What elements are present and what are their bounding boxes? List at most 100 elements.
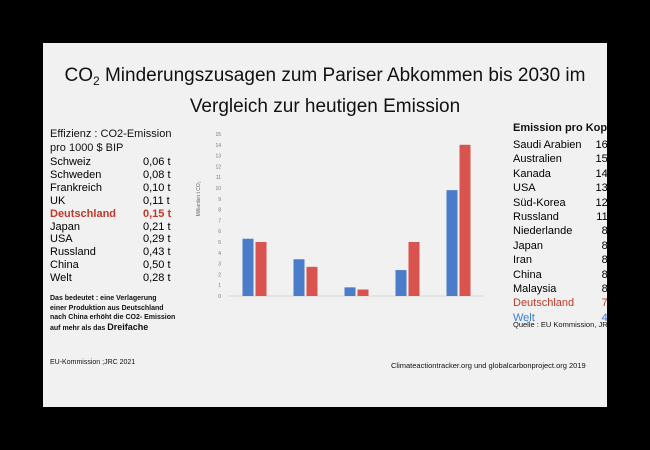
per-capita-row: Niederlande 8,4 t xyxy=(513,224,607,238)
note-line4: auf mehr als das xyxy=(50,324,108,332)
per-capita-row: Malaysia 8,0 t xyxy=(513,282,607,296)
per-capita-country: Saudi Arabien xyxy=(513,139,582,151)
y-tick-label: 1 xyxy=(218,283,221,289)
per-capita-row: Iran 8,3 t xyxy=(513,253,607,267)
efficiency-value: 0,43 t xyxy=(143,246,171,259)
title-co: CO xyxy=(64,65,94,86)
note-line2: einer Produktion aus Deutschland xyxy=(50,304,164,312)
efficiency-value: 0,08 t xyxy=(143,168,171,181)
title-line1-rest: Minderungszusagen zum Pariser Abkommen b… xyxy=(99,65,586,86)
per-capita-row: Australien 15,2 t xyxy=(513,152,607,166)
efficiency-value: 0,15 t xyxy=(143,207,172,220)
efficiency-row: Frankreich 0,10 t xyxy=(50,182,190,195)
efficiency-row: Japan 0,21 t xyxy=(50,221,190,234)
bar-2017-usa xyxy=(242,238,254,296)
efficiency-row: Deutschland 0,15 t xyxy=(50,208,190,221)
note-line3: nach China erhöht die CO2- Emission xyxy=(50,314,176,321)
efficiency-country: Welt xyxy=(50,272,72,285)
bar-2017-china xyxy=(446,190,458,296)
efficiency-country: Russland xyxy=(50,246,96,259)
per-capita-country: Russland xyxy=(513,211,559,223)
bar-2017-europa xyxy=(293,259,305,296)
efficiency-row: Russland 0,43 t xyxy=(50,246,190,259)
note-line1: Das bedeutet : eine Verlagerung xyxy=(50,295,157,302)
slide: CO2 Minderungszusagen zum Pariser Abkomm… xyxy=(43,43,607,407)
efficiency-country: UK xyxy=(50,194,66,207)
slide-title: CO2 Minderungszusagen zum Pariser Abkomm… xyxy=(43,63,607,119)
per-capita-value: 12,1 t xyxy=(595,196,607,209)
y-axis-label: Milliarden t CO₂ xyxy=(196,181,202,216)
per-capita-row: Japan 8,4 t xyxy=(513,239,607,253)
left-source: EU-Kommission ;JRC 2021 xyxy=(50,359,136,366)
y-tick-label: 13 xyxy=(215,154,221,160)
y-tick-label: 7 xyxy=(218,218,221,224)
efficiency-value: 0,28 t xyxy=(143,272,171,285)
title-subscript: 2 xyxy=(93,74,100,88)
per-capita-country: Australien xyxy=(513,153,562,166)
per-capita-row: USA 13,7 t xyxy=(513,181,607,195)
per-capita-value: 8,3 t xyxy=(601,254,607,267)
efficiency-country: Deutschland xyxy=(50,207,117,220)
efficiency-value: 0,06 t xyxy=(143,156,171,168)
efficiency-heading-line2: pro 1000 $ BIP xyxy=(50,142,124,154)
per-capita-value: 8,4 t xyxy=(601,225,607,238)
bar-2030-deutschland xyxy=(357,289,369,296)
y-tick-label: 3 xyxy=(218,262,221,268)
efficiency-row: Schweden 0,08 t xyxy=(50,169,190,182)
y-tick-label: 8 xyxy=(218,208,221,214)
bar-2017-indien xyxy=(395,270,407,296)
efficiency-value: 0,10 t xyxy=(143,181,171,194)
per-capita-row: Saudi Arabien 16,9 t xyxy=(513,138,607,152)
per-capita-country: Niederlande xyxy=(513,225,573,238)
efficiency-heading: Effizienz : CO2-Emission pro 1000 $ BIP xyxy=(50,127,171,155)
per-capita-country: China xyxy=(513,268,542,281)
per-capita-row: Welt 4,6 t xyxy=(513,311,607,325)
efficiency-country: China xyxy=(50,259,79,272)
emissions-bar-chart: Milliarden t CO₂0123456789101112131415US… xyxy=(196,132,484,300)
per-capita-country: Deutschland xyxy=(513,297,575,310)
bar-2030-usa xyxy=(255,242,267,296)
efficiency-country: USA xyxy=(50,233,73,246)
efficiency-value: 0,29 t xyxy=(143,233,171,246)
per-capita-row: China 8,2 t xyxy=(513,268,607,282)
per-capita-value: 8,2 t xyxy=(601,268,607,281)
per-capita-value: 4,6 t xyxy=(601,311,607,324)
per-capita-country: Japan xyxy=(513,239,543,252)
per-capita-value: 7,7 t xyxy=(601,297,607,310)
title-line2: Vergleich zur heutigen Emission xyxy=(189,96,461,117)
y-tick-label: 10 xyxy=(215,186,221,192)
efficiency-value: 0,50 t xyxy=(143,259,171,272)
per-capita-row: Deutschland 7,7 t xyxy=(513,296,607,310)
per-capita-row: Russland 11,6 t xyxy=(513,210,607,224)
per-capita-value: 13,7 t xyxy=(595,182,607,195)
y-tick-label: 5 xyxy=(218,240,221,246)
y-tick-label: 14 xyxy=(215,143,221,149)
efficiency-country: Japan xyxy=(50,220,80,233)
per-capita-value: 8,4 t xyxy=(601,239,607,252)
note-emphasis: Dreifache xyxy=(107,321,149,332)
y-tick-label: 2 xyxy=(218,272,221,278)
bar-2030-indien xyxy=(408,242,420,296)
per-capita-country: USA xyxy=(513,182,536,195)
efficiency-value: 0,11 t xyxy=(143,194,170,207)
efficiency-note: Das bedeutet : eine Verlagerung einer Pr… xyxy=(50,294,175,333)
y-tick-label: 9 xyxy=(218,197,221,203)
per-capita-value: 11,6 t xyxy=(596,211,607,223)
efficiency-country: Frankreich xyxy=(50,181,102,194)
bar-2030-europa xyxy=(306,266,318,296)
per-capita-country: Iran xyxy=(513,254,532,267)
efficiency-row: Schweiz 0,06 t xyxy=(50,156,190,169)
efficiency-country: Schweiz xyxy=(50,156,91,168)
y-tick-label: 11 xyxy=(216,175,221,181)
efficiency-row: Welt 0,28 t xyxy=(50,272,190,285)
per-capita-value: 16,9 t xyxy=(595,139,607,151)
y-tick-label: 12 xyxy=(215,164,221,170)
per-capita-country: Malaysia xyxy=(513,283,557,295)
per-capita-row: Kanada 14,4 t xyxy=(513,167,607,181)
efficiency-row: UK 0,11 t xyxy=(50,195,190,208)
efficiency-row: USA 0,29 t xyxy=(50,233,190,246)
per-capita-country: Welt xyxy=(513,311,535,324)
per-capita-source: Quelle : EU Kommission, JRC 2021 xyxy=(513,320,607,329)
per-capita-country: Süd-Korea xyxy=(513,196,566,209)
y-tick-label: 15 xyxy=(215,132,221,138)
